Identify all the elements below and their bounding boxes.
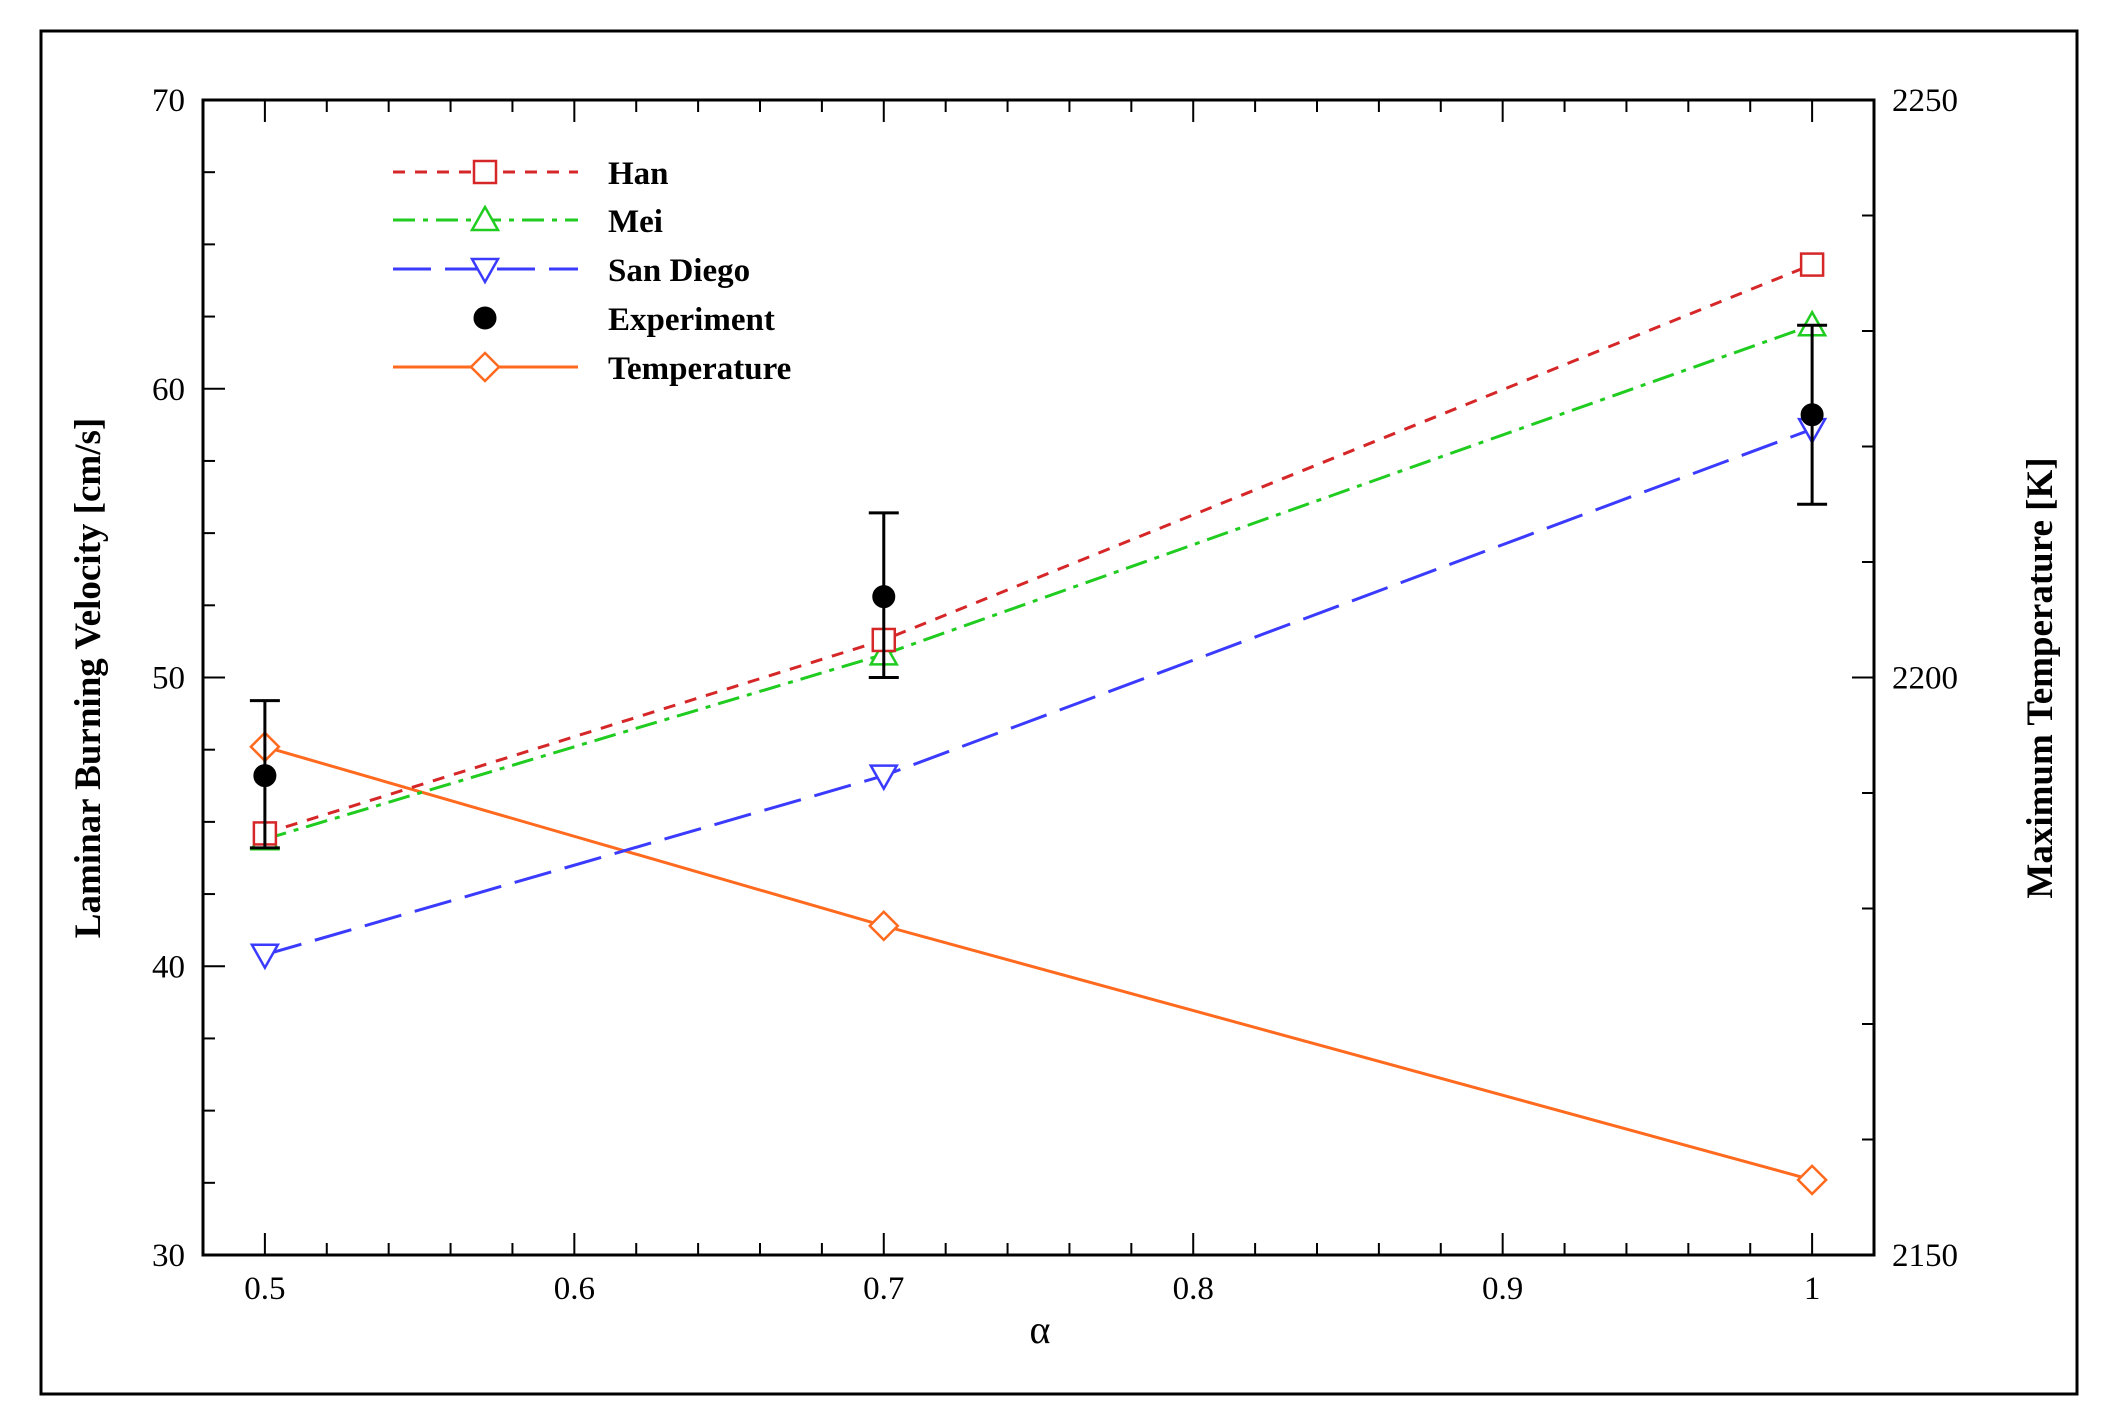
series-san-diego [249, 417, 1828, 971]
series-layer [249, 252, 1828, 1196]
legend-label: Experiment [608, 302, 775, 338]
legend-label: Han [608, 156, 669, 192]
legend-swatch-marker [472, 159, 498, 185]
series-experiment [249, 323, 1828, 850]
legend-swatch-marker [469, 204, 501, 232]
axis-ticks [202, 99, 1875, 1256]
x-tick-label: 1 [1804, 1271, 1821, 1307]
experiment-point [253, 764, 277, 788]
y-tick-label: 30 [152, 1238, 185, 1274]
y2-tick-label: 2150 [1892, 1238, 1958, 1274]
legend-label: Mei [608, 204, 663, 240]
legend-item-san-diego: San Diego [393, 253, 750, 289]
san-diego-point [249, 943, 281, 971]
series-mei [249, 309, 1828, 851]
legend-item-mei: Mei [393, 204, 663, 240]
y-tick-label: 60 [152, 372, 185, 408]
legend-swatch-marker [469, 257, 501, 285]
experiment-point [1800, 403, 1824, 427]
legend-item-han: Han [393, 156, 669, 192]
y-tick-label: 70 [152, 83, 185, 119]
x-tick-label: 0.8 [1173, 1271, 1214, 1307]
temperature-point [1796, 1164, 1828, 1196]
legend-swatch-marker [473, 306, 497, 330]
legend-label: San Diego [608, 253, 750, 289]
x-tick-label: 0.5 [244, 1271, 285, 1307]
y2-tick-labels: 2150 2200 2250 [1892, 83, 1958, 1274]
legend-label: Temperature [608, 351, 791, 387]
legend-item-experiment: Experiment [473, 302, 775, 338]
x-tick-label: 0.9 [1482, 1271, 1523, 1307]
san-diego-point [868, 764, 899, 792]
legend-swatch-marker [469, 351, 501, 383]
plot-area-frame [201, 98, 1876, 1257]
series-temperature [249, 731, 1828, 1196]
y-tick-labels: 30 40 50 60 70 [152, 83, 185, 1274]
experiment-point [872, 585, 896, 609]
legend: Han Mei San Diego Experiment Temperature [393, 156, 791, 387]
y-tick-label: 40 [152, 949, 185, 985]
series-han [252, 252, 1825, 846]
han-point [1799, 252, 1825, 277]
x-tick-label: 0.7 [863, 1271, 904, 1307]
outer-frame [39, 29, 2079, 1396]
temperature-line [264, 745, 1813, 1182]
han-line [264, 263, 1813, 835]
legend-item-temperature: Temperature [393, 351, 791, 387]
x-tick-labels: 0.5 0.6 0.7 0.8 0.9 1 [244, 1271, 1820, 1307]
x-tick-label: 0.6 [554, 1271, 595, 1307]
y-axis-title: Laminar Burning Velocity [cm/s] [68, 418, 109, 938]
san-diego-line [264, 427, 1813, 957]
x-axis-title: α [1030, 1307, 1051, 1352]
y2-axis-title: Maximum Temperature [K] [2020, 457, 2061, 898]
y2-tick-label: 2250 [1892, 83, 1958, 119]
temperature-point [868, 910, 900, 942]
y-tick-label: 50 [152, 661, 185, 697]
y2-tick-label: 2200 [1892, 661, 1958, 697]
